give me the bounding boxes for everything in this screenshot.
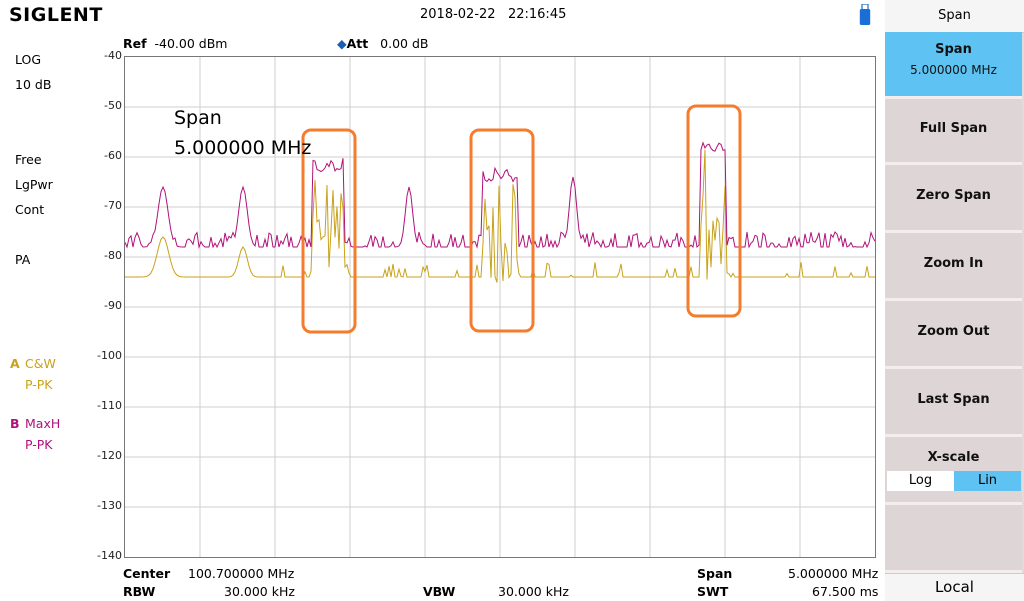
- att-label: Att: [346, 36, 369, 51]
- span-softkey[interactable]: Span 5.000000 MHz: [885, 32, 1022, 99]
- y-tick-label: -90: [104, 299, 122, 312]
- swt-value[interactable]: 67.500 ms: [812, 584, 879, 599]
- y-tick-label: -140: [97, 549, 122, 562]
- att-value: 0.00 dB: [380, 36, 429, 51]
- vbw-label: VBW: [423, 584, 456, 599]
- y-tick-label: -120: [97, 449, 122, 462]
- ref-label: Ref: [123, 36, 147, 51]
- local-button[interactable]: Local: [885, 573, 1024, 601]
- span-value[interactable]: 5.000000 MHz: [788, 566, 879, 581]
- span-softkey-label: Span: [935, 42, 972, 57]
- vbw-value[interactable]: 30.000 kHz: [498, 584, 569, 599]
- span-annotation-value: 5.000000 MHz: [174, 137, 312, 159]
- y-tick-label: -100: [97, 349, 122, 362]
- swt-label: SWT: [697, 584, 729, 599]
- trace-a-line: [125, 149, 875, 283]
- last-span-button[interactable]: Last Span: [885, 369, 1022, 437]
- spectrum-canvas: [125, 57, 875, 557]
- highlight-box: [469, 128, 535, 333]
- scale-div: 10 dB: [15, 77, 52, 92]
- trace-a-mode: C&W: [25, 356, 56, 371]
- zoom-in-button[interactable]: Zoom In: [885, 233, 1022, 301]
- highlight-box: [301, 128, 357, 334]
- trace-a-detect: P-PK: [25, 377, 53, 392]
- rbw-label: RBW: [123, 584, 156, 599]
- y-tick-label: -60: [104, 149, 122, 162]
- diamond-icon: ◆: [337, 36, 347, 51]
- span-annotation-title: Span: [174, 107, 222, 129]
- x-scale-lin-option[interactable]: Lin: [954, 471, 1021, 491]
- zoom-out-button[interactable]: Zoom Out: [885, 301, 1022, 369]
- y-tick-label: -110: [97, 399, 122, 412]
- center-value[interactable]: 100.700000 MHz: [188, 566, 295, 581]
- sweep-mode: Cont: [15, 202, 45, 217]
- graticule: [125, 57, 875, 557]
- center-label: Center: [123, 566, 171, 581]
- trace-b-line: [125, 141, 875, 249]
- datetime: 2018-02-22 22:16:45: [420, 7, 566, 22]
- rbw-value[interactable]: 30.000 kHz: [224, 584, 295, 599]
- date-text: 2018-02-22: [420, 7, 496, 22]
- span-softkey-value: 5.000000 MHz: [910, 63, 997, 77]
- x-scale-log-option[interactable]: Log: [887, 471, 954, 491]
- usb-icon: [859, 4, 871, 25]
- highlight-box: [686, 104, 742, 318]
- ref-value: -40.00 dBm: [154, 36, 228, 51]
- preamp-status: PA: [15, 252, 31, 267]
- trace-b-mode: MaxH: [25, 416, 61, 431]
- x-scale-label: X-scale: [927, 450, 980, 465]
- y-tick-label: -70: [104, 199, 122, 212]
- trace-b-letter: B: [10, 416, 20, 431]
- ref-level[interactable]: Ref -40.00 dBm: [123, 36, 227, 51]
- scale-type: LOG: [15, 52, 42, 67]
- trace-b-detect: P-PK: [25, 437, 53, 452]
- detector-mode: LgPwr: [15, 177, 53, 192]
- highlight-boxes: [301, 104, 742, 334]
- trace-a-letter: A: [10, 356, 20, 371]
- empty-softkey: [885, 505, 1022, 573]
- spectrum-plot[interactable]: Span 5.000000 MHz: [124, 56, 876, 558]
- y-tick-label: -80: [104, 249, 122, 262]
- span-label: Span: [697, 566, 733, 581]
- brand-logo: SIGLENT: [9, 4, 103, 26]
- y-tick-label: -130: [97, 499, 122, 512]
- softkey-panel: Span Span 5.000000 MHz Full Span Zero Sp…: [885, 0, 1024, 601]
- zero-span-button[interactable]: Zero Span: [885, 165, 1022, 233]
- trigger-mode: Free: [15, 152, 42, 167]
- y-tick-label: -50: [104, 99, 122, 112]
- menu-title: Span: [885, 0, 1024, 33]
- attenuation[interactable]: ◆Att 0.00 dB: [337, 36, 429, 51]
- full-span-button[interactable]: Full Span: [885, 99, 1022, 165]
- y-tick-label: -40: [104, 49, 122, 62]
- time-text: 22:16:45: [507, 7, 567, 22]
- top-bar: SIGLENT 2018-02-22 22:16:45: [0, 0, 884, 30]
